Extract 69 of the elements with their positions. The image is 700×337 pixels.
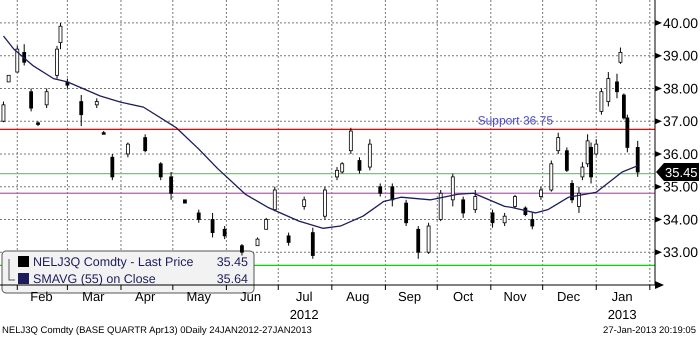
y-tick-label: 35.00 — [663, 178, 698, 195]
y-tick-label: 34.00 — [663, 211, 698, 228]
candlestick — [222, 226, 227, 240]
candlestick — [461, 196, 466, 218]
candlestick — [158, 162, 163, 181]
text: 27-Jan-2013 20:19:05 — [603, 325, 696, 336]
candlestick — [196, 209, 201, 224]
candlestick — [264, 217, 268, 230]
legend-label: SMAVG (55) on Close — [33, 272, 156, 286]
candlestick — [580, 162, 584, 181]
y-tick-label: 37.00 — [663, 113, 698, 130]
x-tick-label: Jul 2012 — [290, 289, 319, 322]
x-tick-label: Feb — [30, 289, 53, 304]
annotation: 35.45 — [216, 255, 248, 269]
candlestick — [416, 226, 420, 260]
x-tick-label: Apr — [135, 289, 156, 304]
candlestick — [110, 153, 114, 181]
candlestick — [600, 88, 604, 116]
x-tick-label: Sep — [398, 289, 422, 304]
text: NELJ3Q Comdty (BASE QUARTR Apr13) 0Daily 24JAN2012-27JAN2013 — [2, 325, 312, 336]
candlestick — [169, 171, 173, 200]
x-tick-label: Dec — [557, 289, 581, 304]
candlestick — [143, 134, 148, 153]
x-tick-label: Jun — [240, 289, 262, 304]
candlestick — [272, 186, 277, 212]
candlestick — [358, 156, 362, 174]
y-tick-label: 38.00 — [663, 80, 698, 96]
candlestick — [310, 227, 315, 260]
candlestick — [556, 132, 560, 154]
candlestick — [530, 212, 534, 230]
candlestick — [564, 146, 569, 172]
candlestick — [348, 127, 353, 154]
y-tick-label: 33.00 — [663, 244, 698, 260]
x-tick-label: Jan 2013 — [608, 289, 637, 322]
candlestick — [473, 190, 478, 214]
candlestick — [368, 138, 372, 171]
candlestick — [404, 199, 408, 227]
candlestick — [606, 72, 610, 107]
candlestick — [490, 209, 494, 228]
candlestick — [570, 180, 574, 204]
candlestick — [126, 142, 130, 158]
x-tick-label: Aug — [346, 289, 370, 304]
y-tick-label: 40.00 — [663, 14, 698, 31]
candlestick — [513, 194, 517, 209]
candlestick — [240, 244, 244, 256]
candlestick — [577, 186, 581, 214]
text: 35.45 — [665, 164, 698, 180]
line-series — [2, 35, 638, 229]
x-tick-label: Oct — [453, 289, 474, 304]
x-tick-label: Mar — [82, 289, 106, 304]
candlestick — [210, 212, 214, 238]
candlestick — [94, 98, 99, 109]
y-tick-label: 39.00 — [663, 48, 698, 64]
legend-label: NELJ3Q Comdty - Last Price — [33, 255, 194, 269]
candlestick — [29, 88, 34, 112]
annotation: 35.64 — [216, 272, 248, 286]
candlestick — [615, 73, 619, 99]
candlestick — [286, 232, 291, 246]
ref-line-label: Support 36.75 — [478, 113, 554, 128]
candlestick — [502, 212, 507, 227]
candlestick — [44, 88, 49, 109]
x-tick-label: Nov — [503, 289, 528, 304]
candlestick — [79, 94, 84, 127]
x-tick-label: May — [186, 289, 212, 304]
candlestick — [378, 182, 382, 198]
candlestick — [618, 47, 622, 64]
candlestick — [539, 186, 543, 200]
candlestick — [302, 196, 306, 210]
y-tick-label: 36.00 — [663, 146, 698, 162]
